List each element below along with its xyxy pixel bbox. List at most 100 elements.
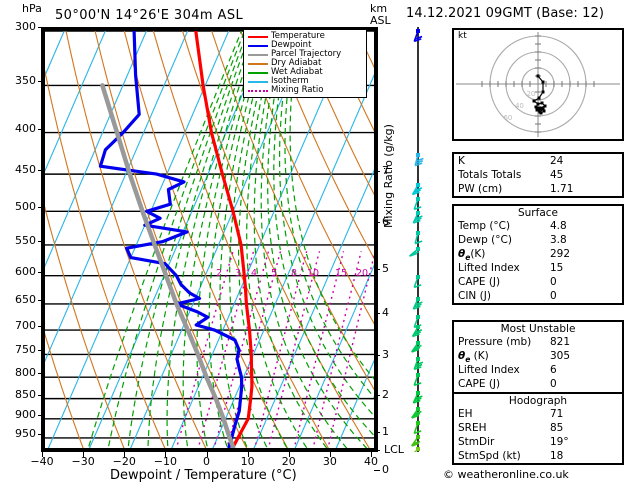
data-row-key: θe (K) [458,350,489,365]
pressure-tick [38,27,44,28]
legend-label: Temperature [271,31,325,41]
wind-barb [411,325,423,338]
pressure-tick [38,128,44,130]
temperature-tick-label: 0 [203,455,210,468]
data-row-key: Lifted Index [458,262,520,274]
temperature-tick [42,452,43,457]
data-row-value: 0 [550,290,557,302]
data-row-value: 0 [550,378,557,390]
legend-item: Isotherm [247,77,363,86]
temperature-tick [206,452,208,457]
legend-color-swatch [247,41,269,50]
height-tick [374,171,380,172]
data-row-value: 821 [550,336,571,348]
height-tick [374,222,380,223]
data-row-key: Totals Totals [458,169,522,181]
hodograph-unit-label: kt [458,31,467,41]
credit-label: © weatheronline.co.uk [443,468,569,481]
pressure-tick-label: 400 [15,121,36,135]
data-row-value: 1.71 [550,183,574,195]
station-title: 50°00'N 14°26'E 304m ASL [55,8,244,23]
data-row-key: Lifted Index [458,364,520,376]
indices-panel: K 24 Totals Totals 45 PW (cm) 1.71 [452,152,624,198]
wind-barb [414,153,424,167]
wind-barb [411,435,421,447]
x-axis-title: Dewpoint / Temperature (°C) [110,468,297,483]
pressure-tick-label: 800 [15,366,36,380]
legend-color-swatch [247,86,269,95]
legend-color-swatch [247,32,269,41]
legend-item: Dewpoint [247,41,363,50]
wind-barb-column [396,27,440,483]
data-row-key: SREH [458,422,487,434]
pressure-tick [38,240,44,242]
pressure-tick [38,81,44,83]
data-row-value: 3.8 [550,234,567,246]
pressure-tick-label: 700 [15,319,36,333]
data-row-key: EH [458,408,473,420]
datetime-title: 14.12.2021 09GMT (Base: 12) [406,6,605,21]
data-row-value: 0 [550,276,557,288]
lcl-tick [374,450,380,451]
data-row-key: θe(K) [458,248,486,263]
pressure-tick [38,326,44,328]
mixing-ratio-label: 20 [356,268,368,279]
data-row-key: StmSpd (kt) [458,450,521,462]
pressure-tick [38,414,44,416]
temperature-tick [288,452,290,457]
data-row-value: 4.8 [550,220,567,232]
pressure-tick [38,299,44,301]
data-row-value: 85 [550,422,564,434]
data-row-value: 45 [550,169,564,181]
wind-barb [412,391,423,404]
data-row: θe(K) 292 [454,247,622,263]
data-row-key: Dewp (°C) [458,234,512,246]
data-row-key: PW (cm) [458,183,503,195]
data-row-key: K [458,155,465,167]
legend-label: Dry Adiabat [271,58,322,68]
data-row: StmSpd (kt) 18 [454,449,622,463]
mixing-ratio-axis-title: Mixing Ratio (g/kg) [382,124,395,228]
data-row-value: 292 [550,248,571,260]
data-row-key: Pressure (mb) [458,336,532,348]
height-tick [374,355,380,356]
pressure-tick [38,394,44,396]
data-row-key: CAPE (J) [458,378,501,390]
data-row-value: 18 [550,450,564,462]
pressure-tick [38,170,44,172]
wind-barb [413,275,422,289]
legend-label: Dewpoint [271,40,312,50]
hodograph-panel[interactable]: kt 20 40 60 [452,28,624,141]
series-parcel-trajectory [100,83,236,448]
data-row-value: 15 [550,262,564,274]
pressure-tick [38,433,44,435]
data-row-key: CIN (J) [458,290,491,302]
pressure-tick [38,207,44,209]
data-row: Temp (°C) 4.8 [454,219,622,233]
data-row: Lifted Index 6 [454,363,622,377]
height-tick [374,313,380,314]
skewt-plot[interactable]: 2345810152025 [41,27,378,452]
legend-color-swatch [247,59,269,68]
wind-barb-canvas [407,27,424,483]
pressure-tick [38,271,44,273]
temperature-tick [83,452,85,457]
height-tick-label: 3 [382,348,389,361]
legend-color-swatch [247,77,269,86]
temperature-tick-label: −20 [112,455,136,468]
height-unit-label-1: km [370,2,388,15]
data-row: CAPE (J) 0 [454,275,622,289]
data-row: SREH 85 [454,421,622,435]
temperature-tick [124,452,126,457]
data-row: θe (K) 305 [454,349,622,365]
legend-item: Parcel Trajectory [247,50,363,59]
mixing-ratio-label: 15 [335,268,347,279]
pressure-tick-label: 750 [15,343,36,357]
mixing-ratio-label: 10 [307,268,319,279]
legend-color-swatch [247,68,269,77]
data-row: CAPE (J) 0 [454,377,622,391]
height-tick-label: 0 [382,463,389,476]
legend-label: Parcel Trajectory [271,49,342,59]
height-tick-label: 2 [382,388,389,401]
